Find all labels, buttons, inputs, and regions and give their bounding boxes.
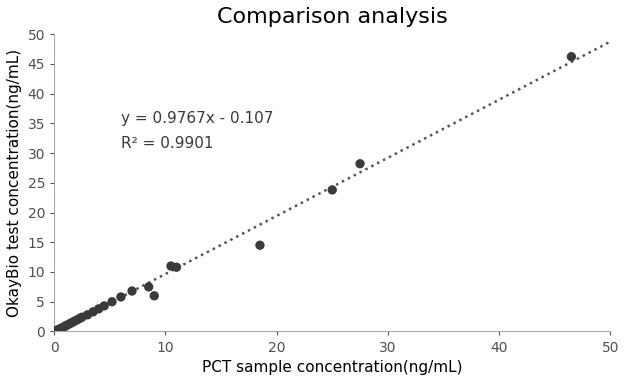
Point [53,327,63,333]
Point [127,288,137,294]
Text: y = 0.9767x - 0.107
R² = 0.9901: y = 0.9767x - 0.107 R² = 0.9901 [121,112,274,151]
Point [64,321,74,327]
Point [58,324,68,330]
Point [327,187,337,193]
Y-axis label: OkayBio test concentration(ng/mL): OkayBio test concentration(ng/mL) [7,49,22,317]
Point [77,314,87,320]
Point [52,327,62,333]
Point [83,312,93,318]
Point [166,263,176,269]
Point [60,323,70,329]
Point [74,315,85,321]
Point [99,303,109,309]
Point [51,328,61,334]
Point [73,317,83,323]
Point [116,294,126,300]
Point [70,318,80,324]
Point [88,309,98,315]
Point [172,264,182,270]
Point [54,326,64,332]
Point [56,325,66,332]
X-axis label: PCT sample concentration(ng/mL): PCT sample concentration(ng/mL) [202,360,463,375]
Point [144,284,154,290]
Point [149,293,159,299]
Point [107,299,117,305]
Point [567,53,577,60]
Point [255,242,265,248]
Point [94,306,104,312]
Point [50,328,60,334]
Title: Comparison analysis: Comparison analysis [217,7,448,27]
Point [68,319,78,325]
Point [355,161,365,167]
Point [66,320,76,326]
Point [51,328,61,334]
Point [61,322,71,329]
